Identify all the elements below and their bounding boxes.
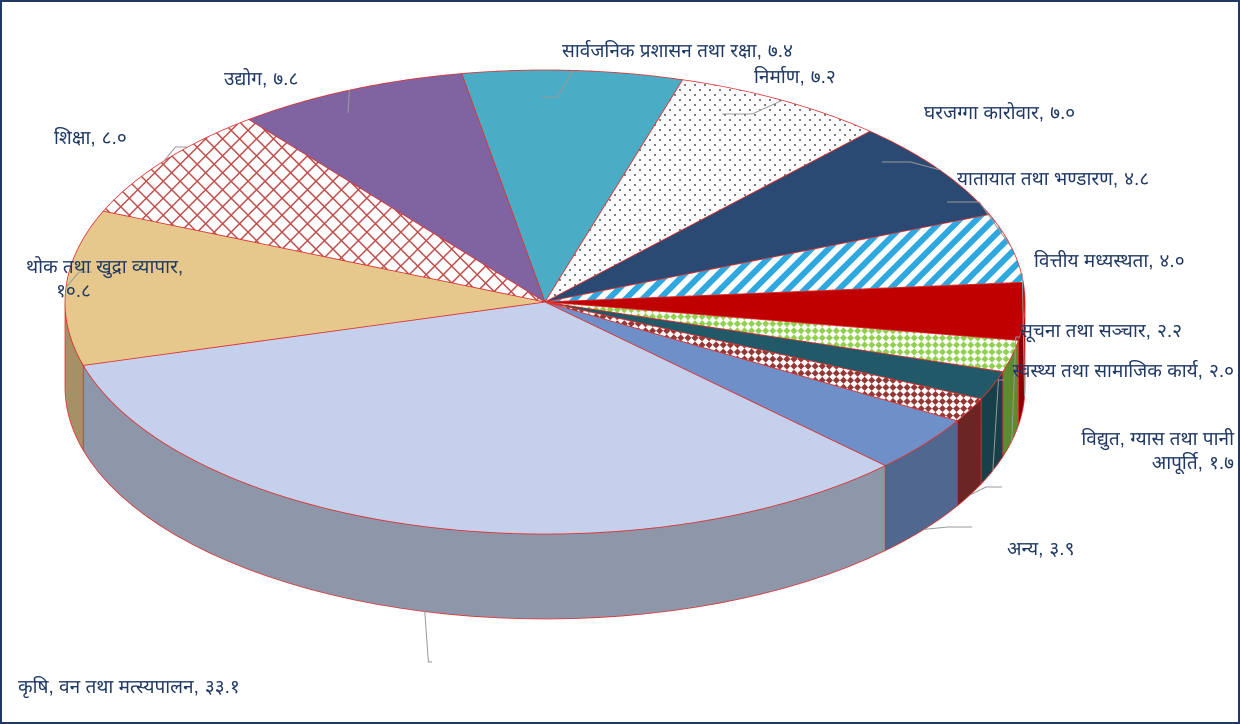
slice bbox=[544, 281, 1026, 341]
category-name: कृषि, वन तथा मत्स्यपालन, bbox=[18, 677, 199, 698]
slice-label: शिक्षा, ८.० bbox=[54, 127, 127, 151]
slice-label: यातायात तथा भण्डारण, ४.८ bbox=[957, 168, 1149, 192]
slice-label: कृषि, वन तथा मत्स्यपालन, ३३.१ bbox=[18, 676, 240, 700]
value-label: ७.४ bbox=[767, 41, 793, 62]
category-name: घरजग्गा कारोवार, bbox=[924, 103, 1045, 124]
slice bbox=[544, 301, 1004, 400]
value-label: ७.८ bbox=[273, 69, 299, 90]
category-name: विद्युत, ग्यास तथा पानी आपूर्ति, bbox=[1081, 429, 1234, 474]
slice bbox=[461, 69, 684, 303]
category-name: सार्वजनिक प्रशासन तथा रक्षा, bbox=[562, 41, 762, 62]
value-label: ७.० bbox=[1050, 103, 1076, 124]
category-name: सूचना तथा सञ्चार, bbox=[1020, 321, 1151, 342]
value-label: ४.८ bbox=[1124, 169, 1150, 190]
leader-line bbox=[1020, 273, 1026, 397]
leader-line bbox=[542, 70, 574, 98]
category-name: वित्तीय मध्यस्थता, bbox=[1034, 251, 1154, 272]
slice bbox=[544, 130, 991, 303]
slice-label: सूचना तथा सञ्चार, २.२ bbox=[1020, 320, 1182, 344]
leader-line bbox=[163, 146, 187, 162]
category-name: यातायात तथा भण्डारण, bbox=[957, 169, 1119, 190]
slice-label: उद्योग, ७.८ bbox=[224, 68, 298, 92]
category-name: शिक्षा, bbox=[54, 128, 96, 149]
leader-line bbox=[722, 99, 783, 115]
category-name: उद्योग, bbox=[224, 69, 268, 90]
slice-label: वित्तीय मध्यस्थता, ४.० bbox=[1034, 250, 1185, 274]
slice bbox=[544, 301, 959, 467]
leader-line bbox=[424, 611, 432, 663]
category-name: निर्माण, bbox=[754, 67, 805, 88]
slice bbox=[544, 301, 1019, 373]
slice-label: सार्वजनिक प्रशासन तथा रक्षा, ७.४ bbox=[562, 40, 793, 64]
slice-label: थोक तथा खुद्रा व्यापार, १०.८ bbox=[26, 256, 183, 304]
value-label: ३.९ bbox=[1049, 539, 1075, 560]
value-label: १.७ bbox=[1208, 453, 1234, 474]
slice-label: निर्माण, ७.२ bbox=[754, 66, 836, 90]
category-name: अन्य, bbox=[1007, 539, 1044, 560]
value-label: २.० bbox=[1208, 361, 1234, 382]
leader-line bbox=[947, 201, 1013, 249]
leader-line bbox=[1011, 336, 1020, 442]
slice bbox=[247, 73, 546, 303]
value-label: ८.० bbox=[101, 128, 127, 149]
slice bbox=[82, 301, 887, 535]
slice bbox=[543, 79, 871, 304]
leader-line bbox=[924, 526, 972, 530]
leader-line bbox=[992, 379, 1004, 471]
leader-line bbox=[347, 90, 350, 113]
leader-line bbox=[969, 486, 1002, 496]
category-name: थोक तथा खुद्रा व्यापार, bbox=[26, 257, 184, 278]
slice-label: घरजग्गा कारोवार, ७.० bbox=[924, 102, 1075, 126]
category-name: स्वस्थ्य तथा सामाजिक कार्य, bbox=[1012, 361, 1203, 382]
value-label: ३३.१ bbox=[204, 677, 240, 698]
value-label: १०.८ bbox=[56, 281, 91, 302]
slice bbox=[544, 214, 1024, 303]
slice-label: स्वस्थ्य तथा सामाजिक कार्य, २.० bbox=[1012, 360, 1234, 384]
slice bbox=[544, 301, 982, 422]
value-label: २.२ bbox=[1156, 321, 1183, 342]
slice-label: अन्य, ३.९ bbox=[1007, 538, 1074, 562]
value-label: ७.२ bbox=[810, 67, 836, 88]
leader-line bbox=[882, 161, 940, 171]
slice-label: विद्युत, ग्यास तथा पानी आपूर्ति, १.७ bbox=[1012, 428, 1234, 476]
value-label: ४.० bbox=[1159, 251, 1185, 272]
leader-line bbox=[65, 271, 92, 288]
